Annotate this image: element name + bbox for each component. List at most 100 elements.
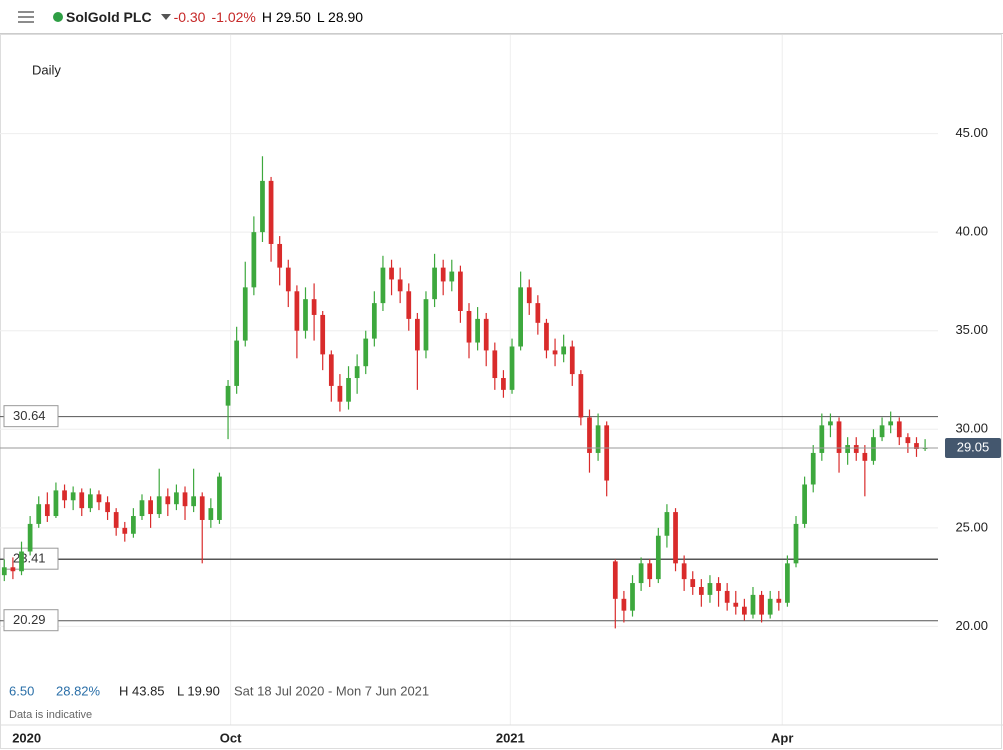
candle-body xyxy=(96,494,102,503)
candle-body xyxy=(122,527,128,534)
candle-body xyxy=(328,354,334,386)
candle-body xyxy=(19,551,24,572)
candle-body xyxy=(518,287,523,347)
y-tick-label: 25.00 xyxy=(955,519,988,534)
x-tick-label: 2021 xyxy=(496,730,525,745)
candle-body xyxy=(10,567,16,572)
candle-body xyxy=(604,425,610,481)
candle-body xyxy=(483,318,489,351)
candle-body xyxy=(320,314,326,355)
candle-body xyxy=(225,385,231,406)
candle-body xyxy=(87,494,93,509)
y-tick-label: 35.00 xyxy=(955,322,988,337)
candle-body xyxy=(79,492,85,509)
candle-body xyxy=(716,583,721,591)
candle-body xyxy=(733,602,739,607)
candle-body xyxy=(182,492,188,507)
candle-body xyxy=(191,496,196,507)
candle-body xyxy=(165,496,171,505)
last-price-label: 29.05 xyxy=(957,439,990,454)
candle-body xyxy=(690,579,696,587)
menu-icon[interactable] xyxy=(12,7,52,27)
candle-body xyxy=(337,385,343,402)
candle-body xyxy=(871,437,876,461)
y-tick-label: 40.00 xyxy=(955,224,988,239)
candle-body xyxy=(673,512,678,564)
change: -0.30 xyxy=(173,8,206,25)
candle-body xyxy=(285,267,291,292)
candle-body xyxy=(655,535,661,580)
candle-body xyxy=(793,523,799,564)
candle-body xyxy=(156,496,162,515)
candle-body xyxy=(853,445,859,453)
candle-body xyxy=(561,346,567,355)
level-label: 23.41 xyxy=(13,551,46,566)
candle-body xyxy=(905,437,911,444)
candle-body xyxy=(44,504,50,517)
candle-body xyxy=(294,291,300,331)
candle-body xyxy=(389,267,394,280)
candle-body xyxy=(242,287,248,341)
candle-body xyxy=(552,350,558,355)
candle-body xyxy=(406,291,412,319)
candle-body xyxy=(828,421,833,426)
candle-body xyxy=(346,378,351,402)
candle-body xyxy=(1,567,7,576)
range: 6.50 xyxy=(9,683,34,698)
range-pct: 28.82% xyxy=(56,683,101,698)
x-tick-label: Apr xyxy=(771,730,793,745)
candle-body xyxy=(36,504,42,524)
candle-body xyxy=(311,299,317,315)
candle-body xyxy=(354,366,360,379)
candle-body xyxy=(862,452,868,461)
candle-body xyxy=(174,492,179,505)
candle-body xyxy=(888,421,894,426)
x-tick-label: 2020 xyxy=(12,730,41,745)
candle-body xyxy=(664,512,670,536)
candle-body xyxy=(251,232,257,288)
dropdown-caret[interactable] xyxy=(158,10,174,24)
candle-body xyxy=(397,279,403,292)
chart-frame xyxy=(0,34,1002,749)
candle-body xyxy=(466,311,472,343)
level-label: 30.64 xyxy=(13,408,46,423)
candle-body xyxy=(750,594,756,615)
candle-body xyxy=(638,563,644,584)
candle-body xyxy=(742,606,747,615)
candle-body xyxy=(458,271,463,311)
header: SolGold PLC -0.30 -1.02% H 29.50 L 28.90 xyxy=(0,0,1003,34)
candle-body xyxy=(131,516,136,534)
candle-body xyxy=(363,338,369,367)
level-label-box xyxy=(3,609,59,632)
candle-body xyxy=(587,417,592,453)
y-tick-label: 45.00 xyxy=(955,125,988,140)
candle-body xyxy=(535,303,541,323)
candle-body xyxy=(681,563,687,580)
candle-body xyxy=(380,267,386,304)
candle-body xyxy=(810,452,816,485)
candle-body xyxy=(113,512,119,528)
candle-body xyxy=(914,443,919,449)
candle-body xyxy=(836,421,842,453)
candle-body xyxy=(70,492,76,501)
candle-body xyxy=(415,318,420,351)
interval-label: Daily xyxy=(32,62,61,77)
grid xyxy=(0,35,938,725)
chart: Daily 6.50 28.82% H 43.85 L 19.90 Sat 18… xyxy=(0,34,1003,749)
candle-body xyxy=(475,318,480,343)
note: Data is indicative xyxy=(9,709,92,721)
instrument-name[interactable]: SolGold PLC xyxy=(66,8,152,25)
level-label: 20.29 xyxy=(13,612,46,627)
candle-body xyxy=(776,598,782,603)
candle-body xyxy=(845,445,851,453)
candle-body xyxy=(277,243,283,268)
candle-body xyxy=(27,523,33,552)
level-label-box xyxy=(3,405,59,428)
candle-body xyxy=(148,500,153,515)
last-price-box xyxy=(945,438,1001,459)
period-high: H 43.85 xyxy=(119,683,165,698)
candle-body xyxy=(707,583,713,595)
change-pct: -1.02% xyxy=(211,8,256,25)
candle-body xyxy=(303,299,308,331)
status-dot xyxy=(53,11,63,22)
